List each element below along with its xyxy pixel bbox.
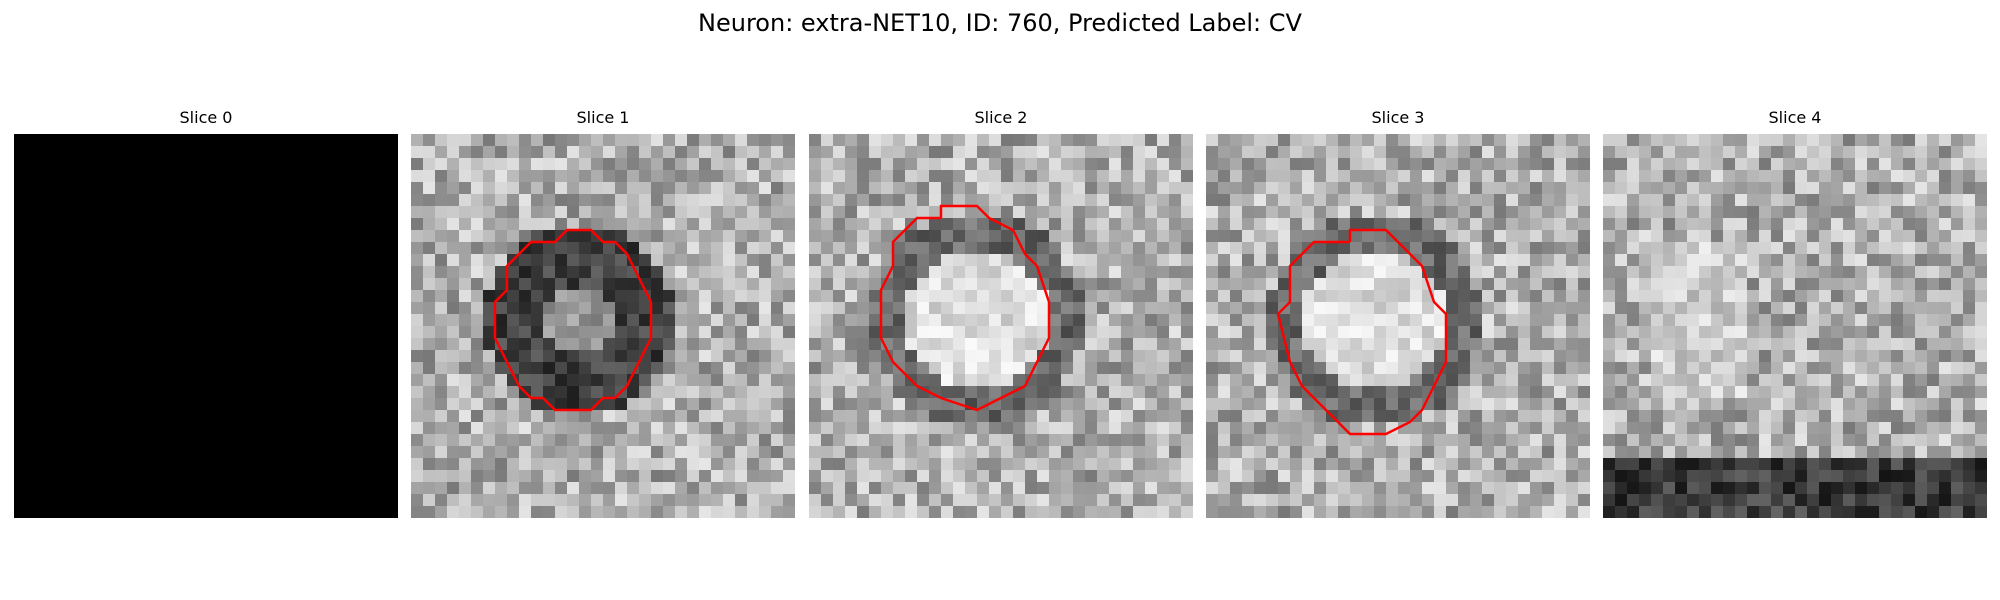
slice-title-2: Slice 2 xyxy=(974,108,1028,127)
neuron-contour-1 xyxy=(493,228,653,412)
slice-canvas-2 xyxy=(809,134,1193,518)
slice-image-1 xyxy=(411,134,795,518)
slice-title-1: Slice 1 xyxy=(576,108,630,127)
slice-panel-1: Slice 1 xyxy=(411,108,795,518)
slice-image-4 xyxy=(1603,134,1987,518)
contour-overlay-1 xyxy=(493,228,653,412)
figure-title: Neuron: extra-NET10, ID: 760, Predicted … xyxy=(698,9,1302,37)
slice-canvas-4 xyxy=(1603,134,1987,518)
contour-overlay-3 xyxy=(1276,228,1448,436)
slice-image-2 xyxy=(809,134,1193,518)
neuron-contour-3 xyxy=(1276,228,1448,436)
neuron-contour-2 xyxy=(879,204,1051,412)
slice-image-0 xyxy=(14,134,398,518)
slice-title-4: Slice 4 xyxy=(1768,108,1822,127)
slice-panel-4: Slice 4 xyxy=(1603,108,1987,518)
slice-panel-3: Slice 3 xyxy=(1206,108,1590,518)
slice-title-0: Slice 0 xyxy=(179,108,233,127)
slice-canvas-1 xyxy=(411,134,795,518)
slice-title-3: Slice 3 xyxy=(1371,108,1425,127)
slice-panel-0: Slice 0 xyxy=(14,108,398,518)
slice-canvas-3 xyxy=(1206,134,1590,518)
slice-panel-2: Slice 2 xyxy=(809,108,1193,518)
slice-image-3 xyxy=(1206,134,1590,518)
contour-overlay-2 xyxy=(879,204,1051,412)
slice-canvas-0 xyxy=(14,134,398,518)
